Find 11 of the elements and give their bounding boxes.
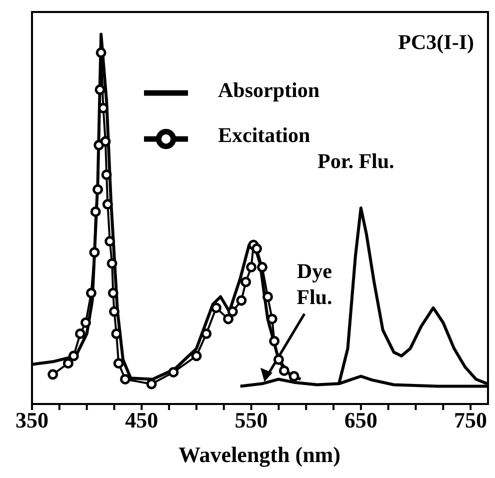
x-tick-label: 650 bbox=[344, 408, 378, 433]
x-tick-label: 450 bbox=[125, 408, 158, 433]
annotation: Dye Flu. bbox=[296, 258, 332, 309]
x-axis-title: Wavelength (nm) bbox=[178, 442, 340, 467]
x-tick-label: 750 bbox=[454, 408, 488, 433]
chart-title: PC3(I-I) bbox=[398, 30, 474, 55]
x-tick-label: 550 bbox=[234, 408, 268, 433]
x-tick-label: 350 bbox=[16, 408, 48, 433]
legend-label: Excitation bbox=[218, 123, 310, 148]
annotation: Por. Flu. bbox=[318, 149, 394, 173]
legend-label: Absorption bbox=[218, 78, 320, 102]
